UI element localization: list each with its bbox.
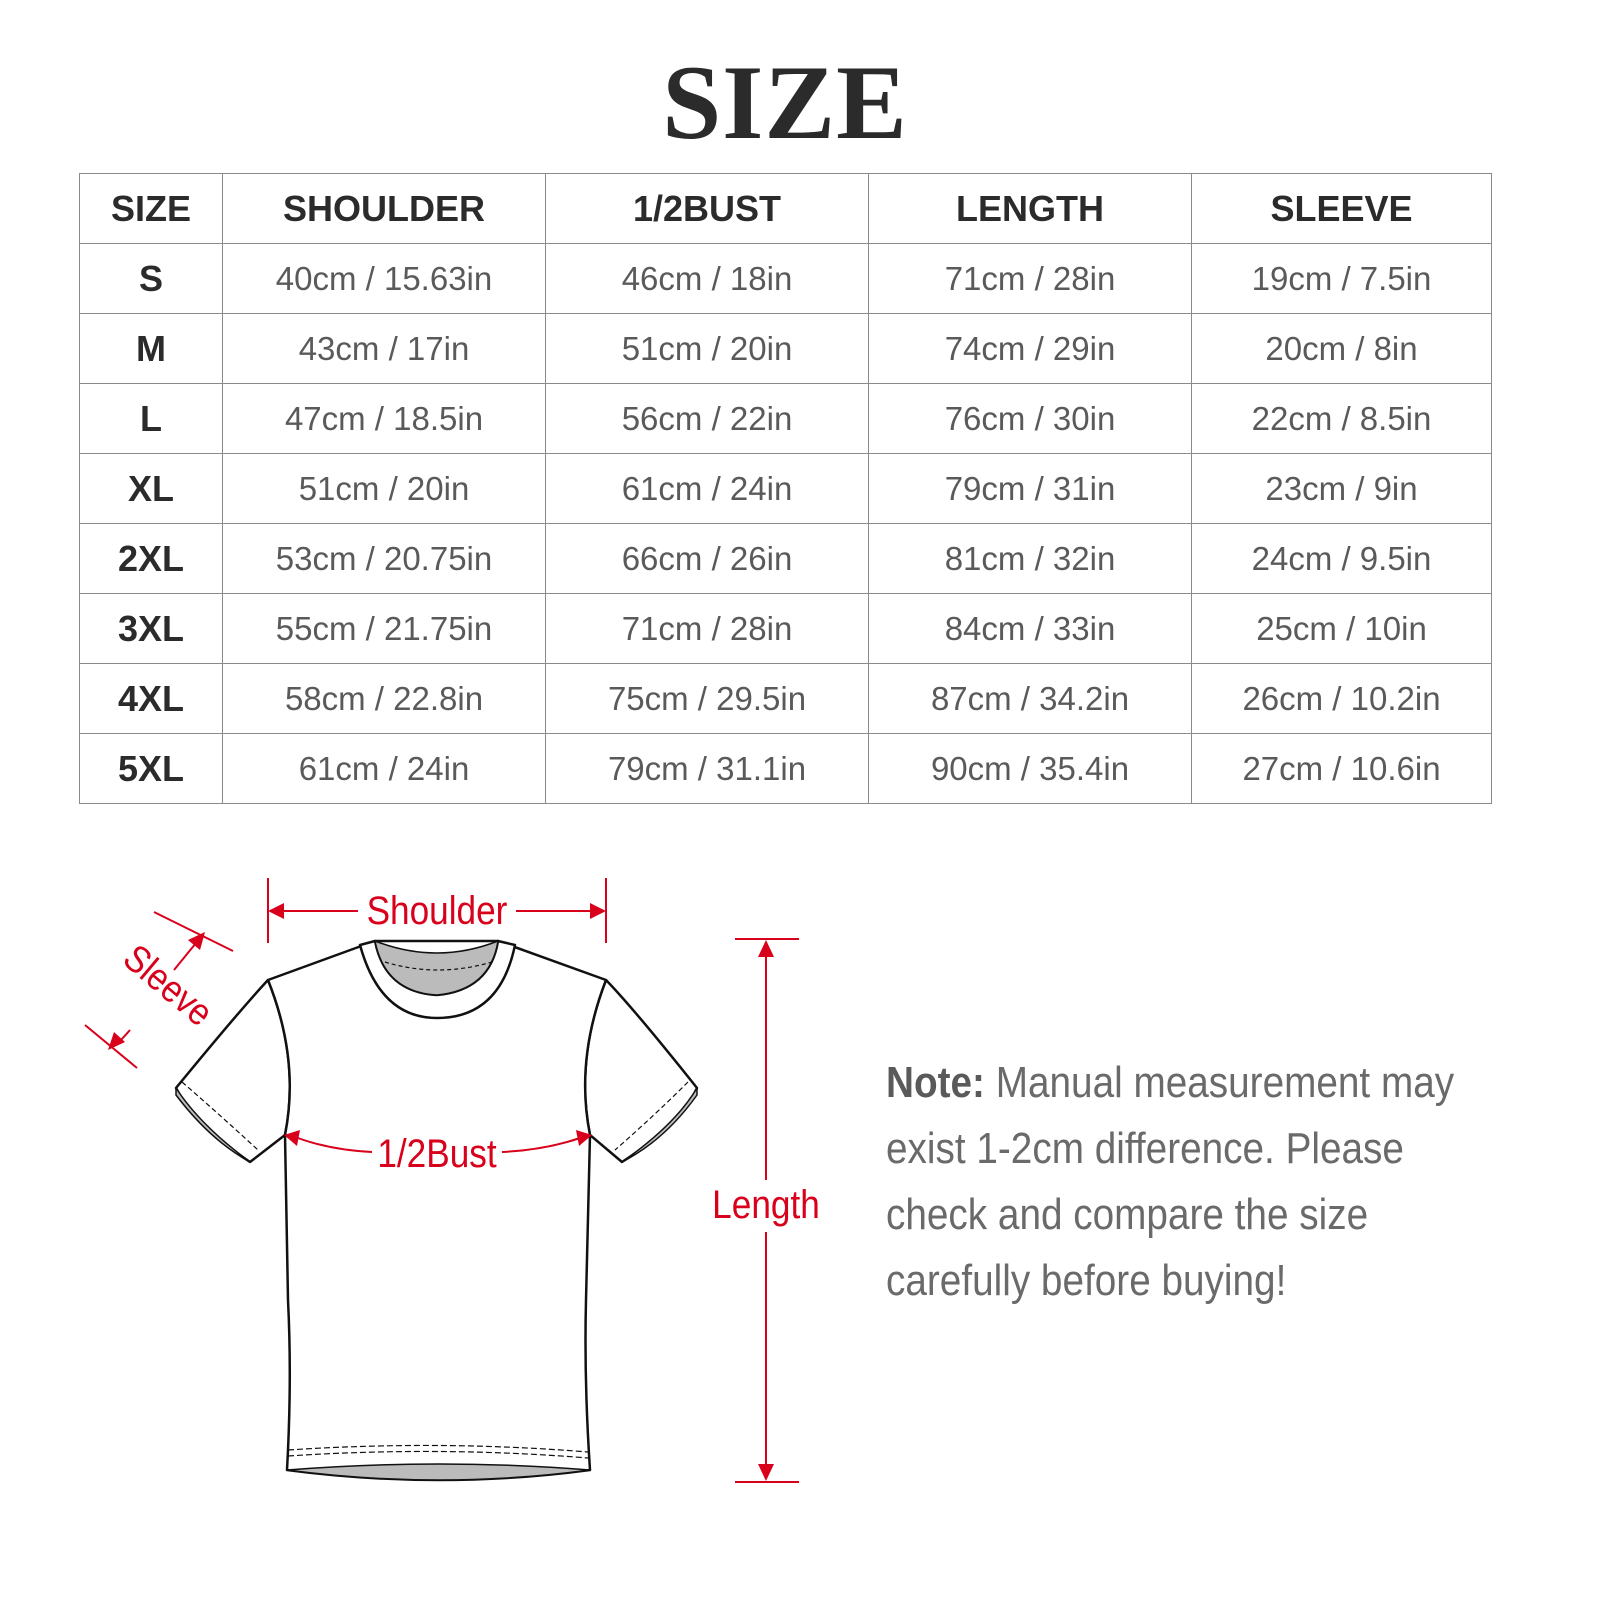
header-bust: 1/2BUST bbox=[545, 173, 869, 244]
measurement-cell: 51cm / 20in bbox=[222, 453, 546, 524]
measurement-cell: 25cm / 10in bbox=[1191, 593, 1492, 664]
arrow-down-icon bbox=[758, 1464, 774, 1481]
size-cell: L bbox=[79, 383, 223, 454]
measurement-cell: 79cm / 31.1in bbox=[545, 733, 869, 804]
size-cell: M bbox=[79, 313, 223, 384]
measurement-cell: 71cm / 28in bbox=[545, 593, 869, 664]
measurement-cell: 26cm / 10.2in bbox=[1191, 663, 1492, 734]
measurement-cell: 75cm / 29.5in bbox=[545, 663, 869, 734]
table-row: 2XL 53cm / 20.75in 66cm / 26in 81cm / 32in 2… bbox=[79, 523, 1492, 594]
measurement-cell: 61cm / 24in bbox=[222, 733, 546, 804]
note-text: Manual measurement may exist 1-2cm diffe… bbox=[886, 1058, 1455, 1305]
size-table: SIZE SHOULDER 1/2BUST LENGTH SLEEVE S 40c… bbox=[79, 173, 1492, 804]
size-cell: 3XL bbox=[79, 593, 223, 664]
measurement-cell: 71cm / 28in bbox=[868, 243, 1192, 314]
measurement-cell: 20cm / 8in bbox=[1191, 313, 1492, 384]
shoulder-label: Shoulder bbox=[367, 888, 508, 933]
size-cell: 4XL bbox=[79, 663, 223, 734]
arrow-down-icon bbox=[108, 1032, 125, 1050]
measurement-cell: 84cm / 33in bbox=[868, 593, 1192, 664]
table-row: 3XL 55cm / 21.75in 71cm / 28in 84cm / 33in 2… bbox=[79, 593, 1492, 664]
measurement-cell: 61cm / 24in bbox=[545, 453, 869, 524]
measurement-cell: 46cm / 18in bbox=[545, 243, 869, 314]
measurement-cell: 56cm / 22in bbox=[545, 383, 869, 454]
sleeve-label: Sleeve bbox=[115, 936, 221, 1034]
measurement-cell: 55cm / 21.75in bbox=[222, 593, 546, 664]
table-header-row: SIZE SHOULDER 1/2BUST LENGTH SLEEVE bbox=[79, 173, 1492, 244]
measurement-cell: 22cm / 8.5in bbox=[1191, 383, 1492, 454]
arrow-up-icon bbox=[758, 940, 774, 957]
tshirt-drawing bbox=[174, 939, 699, 1482]
measurement-note: Note: Manual measurement may exist 1-2cm… bbox=[886, 1050, 1502, 1314]
header-length: LENGTH bbox=[868, 173, 1192, 244]
measurement-cell: 53cm / 20.75in bbox=[222, 523, 546, 594]
page-title: SIZE bbox=[662, 44, 908, 161]
measurement-cell: 27cm / 10.6in bbox=[1191, 733, 1492, 804]
measurement-cell: 19cm / 7.5in bbox=[1191, 243, 1492, 314]
arrow-left-icon bbox=[284, 1130, 300, 1146]
table-row: 5XL 61cm / 24in 79cm / 31.1in 90cm / 35.4in… bbox=[79, 733, 1492, 804]
header-size: SIZE bbox=[79, 173, 223, 244]
measurement-cell: 24cm / 9.5in bbox=[1191, 523, 1492, 594]
header-sleeve: SLEEVE bbox=[1191, 173, 1492, 244]
measurement-cell: 66cm / 26in bbox=[545, 523, 869, 594]
measurement-annotations bbox=[84, 878, 799, 1483]
arrow-left-icon bbox=[268, 903, 284, 919]
measurement-cell: 43cm / 17in bbox=[222, 313, 546, 384]
arrow-right-icon bbox=[590, 903, 606, 919]
table-row: XL 51cm / 20in 61cm / 24in 79cm / 31in 23cm … bbox=[79, 453, 1492, 524]
table-row: M 43cm / 17in 51cm / 20in 74cm / 29in 20cm /… bbox=[79, 313, 1492, 384]
size-cell: S bbox=[79, 243, 223, 314]
measurement-cell: 23cm / 9in bbox=[1191, 453, 1492, 524]
measurement-cell: 74cm / 29in bbox=[868, 313, 1192, 384]
table-row: 4XL 58cm / 22.8in 75cm / 29.5in 87cm / 34.2… bbox=[79, 663, 1492, 734]
table-row: S 40cm / 15.63in 46cm / 18in 71cm / 28in 19c… bbox=[79, 243, 1492, 314]
bust-label: 1/2Bust bbox=[377, 1131, 497, 1176]
arrow-up-icon bbox=[188, 932, 205, 950]
arrow-right-icon bbox=[576, 1130, 592, 1146]
size-cell: XL bbox=[79, 453, 223, 524]
length-label: Length bbox=[712, 1182, 820, 1227]
measurement-cell: 40cm / 15.63in bbox=[222, 243, 546, 314]
note-label: Note: bbox=[886, 1058, 985, 1107]
measurement-cell: 58cm / 22.8in bbox=[222, 663, 546, 734]
measurement-cell: 51cm / 20in bbox=[545, 313, 869, 384]
measurement-cell: 90cm / 35.4in bbox=[868, 733, 1192, 804]
table-row: L 47cm / 18.5in 56cm / 22in 76cm / 30in 22cm… bbox=[79, 383, 1492, 454]
measurement-cell: 81cm / 32in bbox=[868, 523, 1192, 594]
measurement-cell: 76cm / 30in bbox=[868, 383, 1192, 454]
size-cell: 5XL bbox=[79, 733, 223, 804]
